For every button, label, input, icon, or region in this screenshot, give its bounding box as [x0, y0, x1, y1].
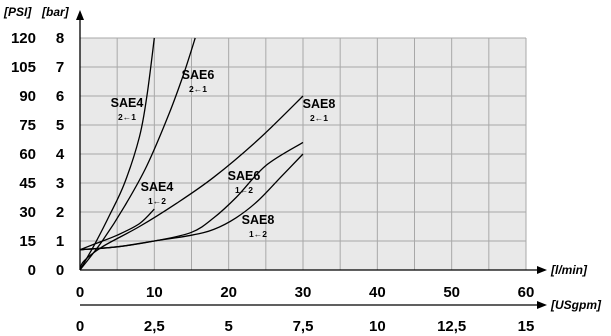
x-tick-label-lmin: 0 [76, 284, 84, 301]
x-tick-label-usgpm: 10 [369, 318, 386, 335]
x-tick-label-lmin: 40 [369, 284, 386, 301]
x-tick-label-lmin: 30 [295, 284, 312, 301]
series-direction-label: 1←2 [249, 229, 267, 239]
x-tick-label-usgpm: 5 [224, 318, 232, 335]
x-axis-unit-usgpm: [USgpm] [550, 298, 602, 312]
series-label: SAE4 [111, 96, 144, 110]
y-tick-label-psi: 15 [19, 233, 36, 250]
y-tick-label-bar: 5 [56, 117, 64, 134]
series-line-sae4-1-2 [79, 208, 155, 251]
x-tick-label-lmin: 20 [220, 284, 237, 301]
y-tick-label-psi: 60 [19, 146, 36, 163]
y-tick-label-bar: 4 [56, 146, 65, 163]
x-tick-label-usgpm: 7,5 [293, 318, 314, 335]
y-axis-arrow-icon [76, 10, 84, 20]
y-tick-label-psi: 0 [28, 262, 36, 279]
x-tick-label-usgpm: 2,5 [144, 318, 165, 335]
y-tick-label-psi: 30 [19, 204, 36, 221]
y-axis-unit-psi: [PSI] [3, 5, 32, 19]
y-tick-label-bar: 2 [56, 204, 64, 221]
series-direction-label: 2←1 [118, 112, 136, 122]
y-tick-label-bar: 6 [56, 88, 64, 105]
y-tick-label-psi: 90 [19, 88, 36, 105]
series-direction-label: 1←2 [148, 196, 166, 206]
y-axis-unit-bar: [bar] [41, 5, 70, 19]
x-tick-label-usgpm: 15 [518, 318, 535, 335]
y-tick-label-psi: 105 [11, 59, 36, 76]
y-tick-label-psi: 45 [19, 175, 36, 192]
series-label: SAE4 [141, 180, 174, 194]
y-tick-label-bar: 1 [56, 233, 64, 250]
y-tick-label-bar: 8 [56, 30, 64, 47]
y-tick-label-bar: 3 [56, 175, 64, 192]
series-direction-label: 2←1 [310, 113, 328, 123]
y-tick-label-bar: 0 [56, 262, 64, 279]
series-direction-label: 2←1 [189, 84, 207, 94]
x-tick-label-lmin: 50 [443, 284, 460, 301]
y-tick-label-bar: 7 [56, 59, 64, 76]
x-tick-label-lmin: 10 [146, 284, 163, 301]
series-label: SAE6 [228, 169, 261, 183]
series-label: SAE8 [303, 97, 336, 111]
x2-axis-arrow-icon [537, 301, 547, 309]
x-tick-label-usgpm: 0 [76, 318, 84, 335]
series-direction-label: 1←2 [235, 185, 253, 195]
series-line-sae8-2-1 [79, 95, 304, 271]
series-line-sae8-1-2 [79, 153, 304, 251]
y-tick-label-psi: 120 [11, 30, 36, 47]
series-label: SAE8 [242, 213, 275, 227]
x-axis-arrow-icon [537, 266, 547, 274]
x-tick-label-usgpm: 12,5 [437, 318, 466, 335]
x-tick-label-lmin: 60 [518, 284, 535, 301]
x-axis-unit-lmin: [l/min] [550, 263, 588, 277]
series-label: SAE6 [182, 68, 215, 82]
y-tick-label-psi: 75 [19, 117, 36, 134]
